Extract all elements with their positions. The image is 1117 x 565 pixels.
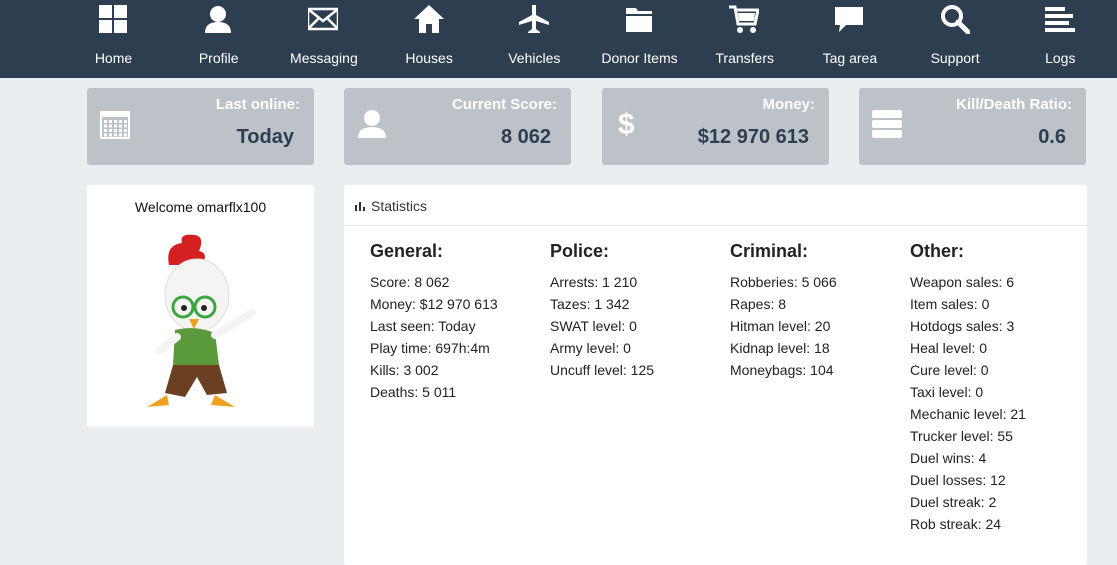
nav-label: Home [94, 50, 133, 66]
nav-label: Donor Items [601, 50, 678, 66]
nav-label: Profile [198, 50, 239, 66]
section-heading: Other: [910, 241, 964, 261]
stat-column: General: Score: 8 062 Money: $12 970 613 La… [370, 241, 550, 403]
stat-item: Mechanic level: 21 [910, 406, 1026, 422]
chart-icon [355, 202, 365, 211]
stat-card: Kill/Death Ratio: 0.6 [859, 88, 1086, 165]
nav-item[interactable]: Home [61, 0, 166, 78]
nav-label: Vehicles [508, 50, 561, 66]
stat-item: Hotdogs sales: 3 [910, 318, 1015, 334]
nav-icon [99, 5, 127, 33]
nav-label: Logs [1045, 50, 1076, 66]
section-heading: Police: [550, 241, 610, 261]
card-icon [872, 110, 902, 138]
nav-item[interactable]: Messaging [271, 0, 376, 78]
stat-item: Rapes: 8 [730, 296, 787, 312]
section-heading: Criminal: [730, 241, 809, 261]
stat-card: $ Money: $12 970 613 [602, 88, 829, 165]
nav-label: Messaging [290, 50, 358, 66]
stat-item: Rob streak: 24 [910, 516, 1002, 532]
stat-item: Play time: 697h:4m [370, 340, 490, 356]
nav-item[interactable]: Donor Items [587, 0, 692, 78]
panel-header: Statistics [344, 185, 1087, 226]
profile-panel: Welcome omarflx100 [87, 185, 314, 427]
nav-item[interactable]: Support [903, 0, 1008, 78]
stat-item: SWAT level: 0 [550, 318, 637, 334]
svg-text:$: $ [618, 108, 635, 141]
nav-icon [835, 7, 864, 32]
stat-item: Army level: 0 [550, 340, 631, 356]
avatar [147, 234, 256, 407]
nav-icon [413, 5, 444, 33]
stat-item: Duel losses: 12 [910, 472, 1006, 488]
nav-icon [308, 7, 339, 31]
nav-item[interactable]: Vehicles [482, 0, 587, 78]
stat-item: Uncuff level: 125 [550, 362, 655, 378]
card-icon: $ [618, 108, 635, 141]
stat-item: Score: 8 062 [370, 274, 450, 290]
nav-icon [1044, 7, 1075, 32]
stat-item: Hitman level: 20 [730, 318, 831, 334]
stat-item: Duel wins: 4 [910, 450, 987, 466]
stat-item: Arrests: 1 210 [550, 274, 638, 290]
card-value: 8 062 [500, 126, 551, 148]
stat-item: Cure level: 0 [910, 362, 989, 378]
nav-icon [729, 5, 760, 33]
nav-icon [940, 5, 970, 34]
stat-item: Robberies: 5 066 [730, 274, 837, 290]
stat-item: Money: $12 970 613 [370, 296, 498, 312]
card-value: Today [236, 126, 294, 148]
nav-item[interactable]: Houses [377, 0, 482, 78]
card-label: Kill/Death Ratio: [956, 96, 1072, 113]
stat-item: Trucker level: 55 [910, 428, 1013, 444]
nav-label: Houses [405, 50, 453, 66]
stat-item: Heal level: 0 [910, 340, 988, 356]
card-label: Last online: [215, 96, 300, 113]
nav-icon [205, 6, 232, 33]
stat-column: Police: Arrests: 1 210 Tazes: 1 342 SWAT le… [550, 241, 730, 381]
stat-item: Last seen: Today [370, 318, 476, 334]
stat-item: Deaths: 5 011 [370, 384, 457, 400]
stat-item: Weapon sales: 6 [910, 274, 1015, 290]
nav-item[interactable]: Logs [1008, 0, 1113, 78]
stat-card: Current Score: 8 062 [344, 88, 571, 165]
section-heading: General: [370, 241, 444, 261]
welcome-text: Welcome omarflx100 [134, 199, 267, 215]
nav-item[interactable]: Tag area [797, 0, 902, 78]
nav-item[interactable]: Transfers [692, 0, 797, 78]
panel-title: Statistics [371, 198, 428, 214]
stat-item: Moneybags: 104 [730, 362, 834, 378]
nav-icon [626, 8, 652, 32]
card-label: Current Score: [451, 96, 557, 113]
statistics-panel: Statistics General: Score: 8 062 Money: $1… [344, 185, 1087, 565]
nav-label: Transfers [715, 50, 774, 66]
stat-column: Other: Weapon sales: 6 Item sales: 0 Hotdog… [910, 241, 1090, 535]
stat-item: Item sales: 0 [910, 296, 990, 312]
card-icon [358, 110, 386, 138]
card-label: Money: [762, 96, 816, 113]
stat-item: Tazes: 1 342 [550, 296, 630, 312]
card-value: $12 970 613 [697, 126, 809, 148]
stat-column: Criminal: Robberies: 5 066 Rapes: 8 Hitman … [730, 241, 910, 381]
card-value: 0.6 [1038, 126, 1066, 148]
nav-label: Tag area [822, 50, 878, 66]
nav-bar: Home Profile Messaging Houses Vehicles Donor … [0, 0, 1117, 78]
card-icon [100, 111, 130, 139]
stat-item: Kidnap level: 18 [730, 340, 830, 356]
stat-item: Kills: 3 002 [370, 362, 439, 378]
nav-item[interactable]: Profile [166, 0, 271, 78]
nav-icon [518, 5, 549, 33]
stat-card: Last online: Today [87, 88, 314, 165]
stat-item: Taxi level: 0 [910, 384, 984, 400]
stat-item: Duel streak: 2 [910, 494, 997, 510]
nav-label: Support [930, 50, 980, 66]
